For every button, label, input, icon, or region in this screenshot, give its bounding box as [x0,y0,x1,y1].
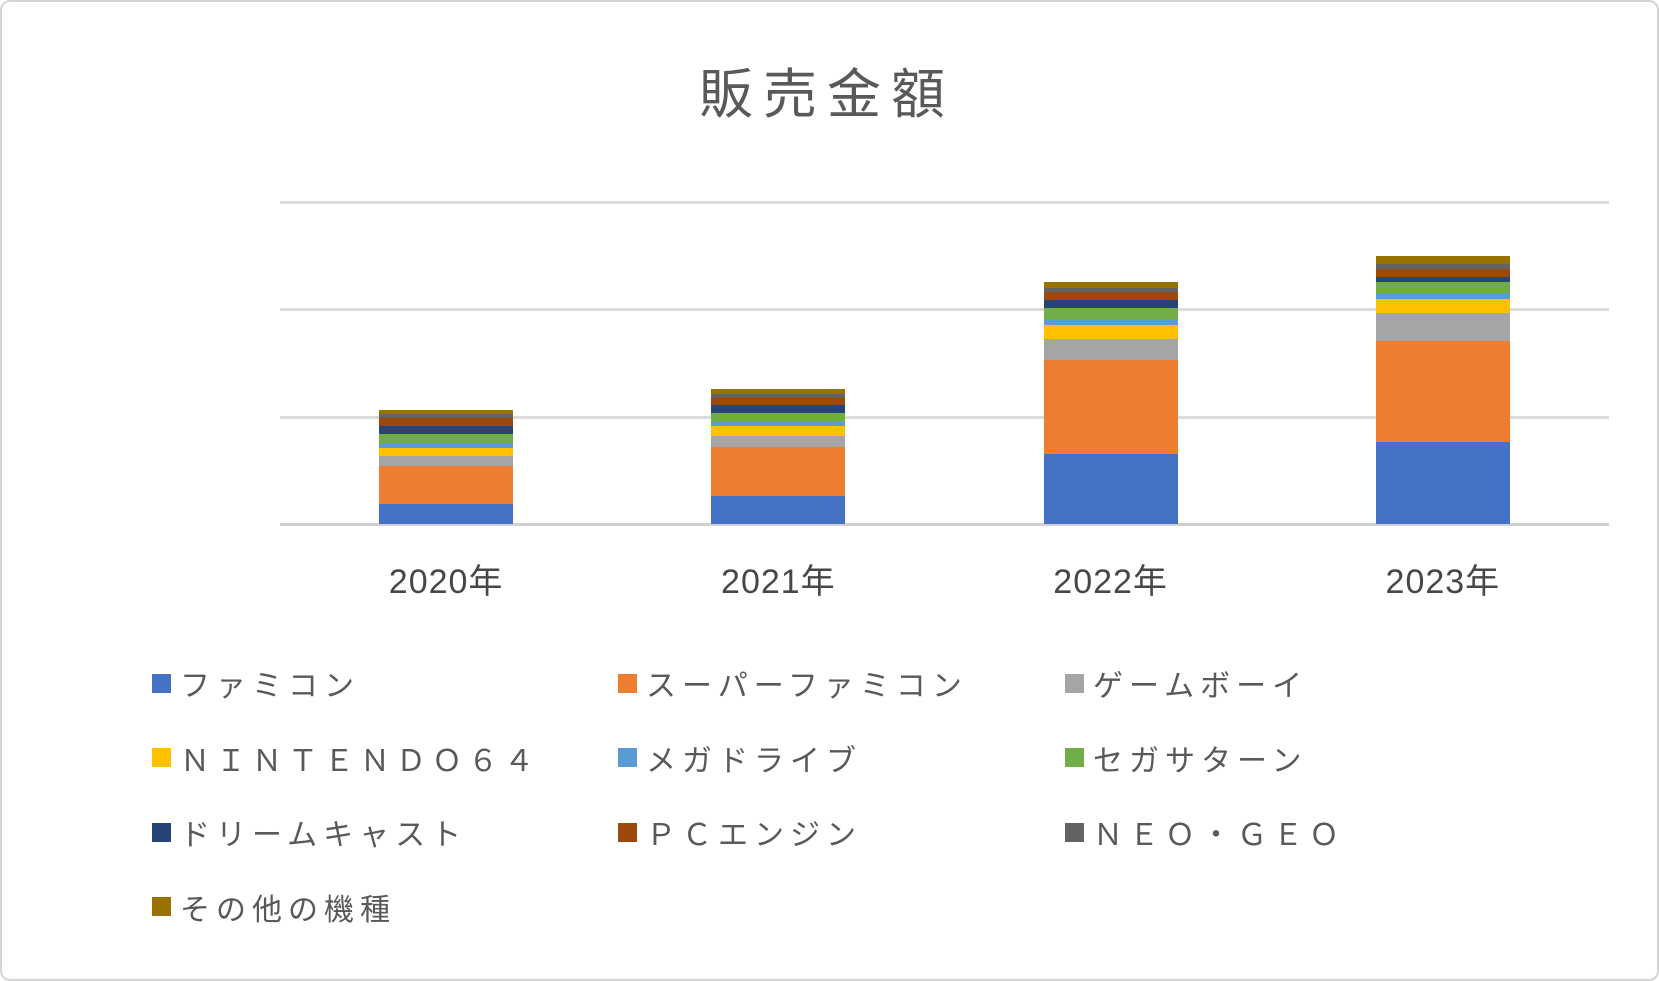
legend-swatch [618,822,637,842]
bar-segment [711,422,846,427]
bar-segment [711,405,846,413]
bar-segment [1375,263,1510,269]
bar-segment [379,447,514,457]
bar-segment [1375,293,1510,299]
bar-segment [1043,359,1178,455]
legend-label: その他の機種 [180,893,396,927]
bar-segment [711,398,846,406]
bar-segment [711,446,846,497]
chart-title: 販売金額 [699,65,955,125]
legend-item: メガドライブ [618,740,862,778]
bar-segment [379,466,514,504]
legend-swatch [152,822,171,842]
legend-item: ＮＩＮＴＥＮＤＯ６４ [152,740,540,778]
x-axis-label: 2021年 [721,563,836,601]
bar-segment [379,503,514,524]
bar-segment [1375,442,1510,524]
bar-segment [711,394,846,399]
legend-label: ファミコン [180,670,360,703]
x-axis-label: 2023年 [1385,563,1501,601]
legend-item: セガサターン [1065,740,1308,778]
bar-segment [1043,281,1178,288]
gridline [280,201,1609,205]
x-axis-line [280,523,1609,526]
bar-segment [711,436,846,447]
bar-segment [711,496,846,524]
legend-label: スーパーファミコン [646,670,968,703]
legend-label: メガドライブ [646,744,862,778]
bar-segment [379,426,514,434]
legend-swatch [152,748,171,767]
legend-item: ドリームキャスト [152,814,467,852]
bar-segment [1375,256,1510,264]
legend-item: ＰＣエンジン [618,814,862,852]
legend-swatch [1065,748,1084,767]
bar-segment [1375,340,1510,443]
bar-segment [1043,308,1178,320]
gridline [280,415,1609,419]
bar-segment [1375,282,1510,294]
bar-segment [711,412,846,423]
legend-label: ゲームボーイ [1093,670,1309,703]
bar-segment [1043,300,1178,309]
bar-segment [1375,268,1510,278]
legend-item: スーパーファミコン [618,665,968,703]
legend-swatch [618,748,637,767]
legend-swatch [1065,822,1084,842]
bar-segment [1375,298,1510,313]
legend-label: ＮＥＯ・ＧＥＯ [1093,819,1345,852]
bar-segment [1375,277,1510,283]
gridline [280,308,1609,312]
bar-segment [379,433,514,444]
legend-swatch [1065,673,1084,693]
legend-item: ＮＥＯ・ＧＥＯ [1065,814,1345,852]
bar-segment [1043,454,1178,524]
legend-swatch [618,673,637,693]
legend-label: ＰＣエンジン [646,819,862,852]
bar-segment [711,389,846,395]
bar-segment [1043,292,1178,301]
bar-segment [379,443,514,448]
bar-segment [1043,287,1178,293]
bar-segment [711,426,846,436]
bar-segment [1043,319,1178,326]
legend-label: セガサターン [1093,744,1308,778]
bar-segment [1375,312,1510,341]
legend-swatch [152,673,171,693]
bar-segment [379,409,514,414]
x-axis-label: 2022年 [1053,563,1168,601]
legend-label: ドリームキャスト [180,819,468,852]
legend-item: ファミコン [152,665,360,703]
legend-label: ＮＩＮＴＥＮＤＯ６４ [180,744,540,778]
legend-item: その他の機種 [152,889,396,927]
bar-segment [1043,339,1178,360]
bar-segment [379,414,514,418]
bar-segment [379,417,514,427]
x-axis-label: 2020年 [388,563,504,601]
bar-segment [379,456,514,467]
legend-swatch [152,897,171,916]
legend-item: ゲームボーイ [1065,665,1308,703]
bar-segment [1043,325,1178,340]
